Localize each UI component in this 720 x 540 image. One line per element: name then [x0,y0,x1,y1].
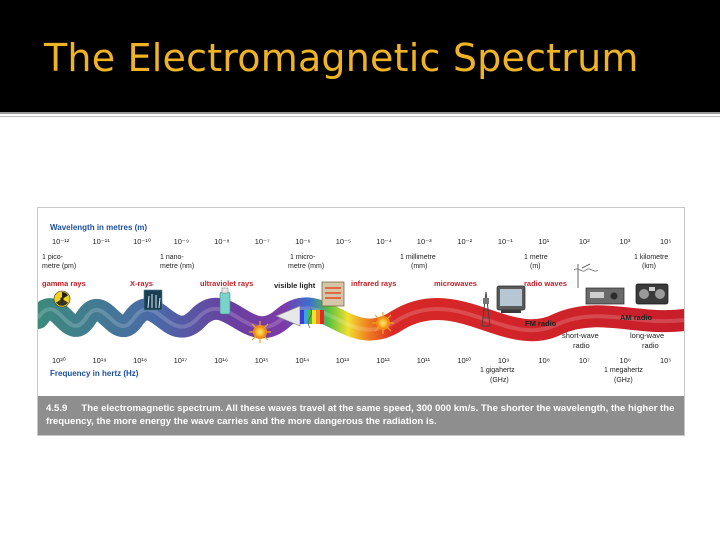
frequency-tick: 10¹⁵ [255,356,269,365]
unit-picometre-line2: metre (pm) [42,263,76,270]
frequency-tick: 10¹¹ [417,356,431,365]
unit-millimetre-line1: 1 millimetre [400,254,436,261]
frequency-tick: 10¹⁰ [457,356,471,365]
band-ultraviolet: ultraviolet rays [200,279,253,288]
wavelength-tick: 10⁻⁴ [376,237,392,246]
unit-metre-line1: 1 metre [524,254,548,261]
frequency-tick: 10¹⁹ [93,356,107,365]
band-microwaves: microwaves [434,279,477,288]
unit-metre-line2: (m) [530,263,541,270]
unit-kilometre-line1: 1 kilometre [634,254,668,261]
band-visible-light: visible light [274,281,316,290]
short-wave-label: short-wave [562,331,599,340]
wavelength-tick: 10⁻¹⁰ [133,237,151,246]
long-wave-label: long-wave [630,331,664,340]
figure-caption: 4.5.9 The electromagnetic spectrum. All t… [46,402,676,428]
wavelength-tick: 10³ [620,237,631,246]
band-x-rays: X-rays [130,279,153,288]
wavelength-tick: 10⁻³ [417,237,432,246]
wavelength-tick: 10⁻¹ [498,237,513,246]
title-rule-thin [0,116,720,117]
unit-micrometre-line2: metre (mm) [288,263,324,270]
fm-radio-label: FM radio [525,319,557,328]
spectrum-figure: Wavelength in metres (m) Frequency in he… [37,207,685,436]
wavelength-tick: 10⁻⁸ [214,237,229,246]
spectrum-diagram: Wavelength in metres (m) Frequency in he… [38,223,684,384]
television-icon [496,285,526,313]
radiation-icon [53,290,71,308]
title-bar [0,0,720,112]
heater-icon [307,281,345,329]
radio-set-icon [573,263,625,305]
wavelength-heading: Wavelength in metres (m) [50,223,147,232]
frequency-tick: 10⁶ [620,356,631,365]
caption-number: 4.5.9 [46,403,68,414]
unit-kilometre-line2: (km) [642,263,656,270]
frequency-tick: 10¹³ [336,356,350,365]
unit-micrometre-line1: 1 micro- [290,254,316,261]
wavelength-tick: 10⁻⁵ [336,237,351,246]
frequency-tick: 10¹⁷ [174,356,188,365]
wavelength-tick: 10² [579,237,590,246]
unit-megahertz-line2: (GHz) [614,377,633,384]
unit-nanometre-line2: metre (nm) [160,263,194,270]
unit-picometre-line1: 1 pico- [42,254,64,261]
short-wave-radio-label: radio [573,341,590,350]
frequency-tick: 10⁵ [660,356,671,365]
sunscreen-icon [219,287,231,315]
sun-icon-infrared [372,312,394,334]
wavelength-tick: 10⁻⁶ [295,237,310,246]
frequency-tick: 10¹⁴ [295,356,309,365]
frequency-heading: Frequency in hertz (Hz) [50,369,139,378]
unit-megahertz-line1: 1 megahertz [604,367,643,374]
band-infrared: infrared rays [351,279,396,288]
wavelength-tick: 10⁻¹² [52,237,70,246]
frequency-tick: 10¹⁶ [214,356,228,365]
boombox-icon [635,283,669,305]
xray-hand-icon [143,289,163,311]
unit-gigahertz-line1: 1 gigahertz [480,367,515,374]
long-wave-radio-label: radio [642,341,659,350]
frequency-tick: 10⁸ [538,356,550,365]
wavelength-tick: 10⁻⁹ [174,237,190,246]
unit-nanometre-line1: 1 nano- [160,254,184,261]
frequency-tick: 10⁹ [498,356,510,365]
microwave-tower-icon [481,291,491,327]
unit-millimetre-line2: (mm) [411,263,427,270]
unit-gigahertz-line2: (GHz) [490,377,509,384]
caption-text: The electromagnetic spectrum. All these … [46,403,675,427]
band-gamma-rays: gamma rays [42,279,86,288]
frequency-tick: 10²⁰ [52,356,66,365]
wavelength-tick: 10⁻² [457,237,472,246]
slide-title: The Electromagnetic Spectrum [44,36,639,80]
wavelength-tick: 10⁻¹¹ [93,237,111,246]
frequency-tick: 10¹⁸ [133,356,147,365]
am-radio-label: AM radio [620,313,653,322]
wavelength-tick: 10⁵ [660,237,671,246]
wavelength-tick: 10¹ [538,237,549,246]
caption-bar [38,396,684,435]
sun-icon [249,321,271,343]
frequency-tick: 10¹² [376,356,390,365]
frequency-tick: 10⁷ [579,356,590,365]
title-rule [0,112,720,114]
wavelength-tick: 10⁻⁷ [255,237,270,246]
band-radio-waves: radio waves [524,279,567,288]
